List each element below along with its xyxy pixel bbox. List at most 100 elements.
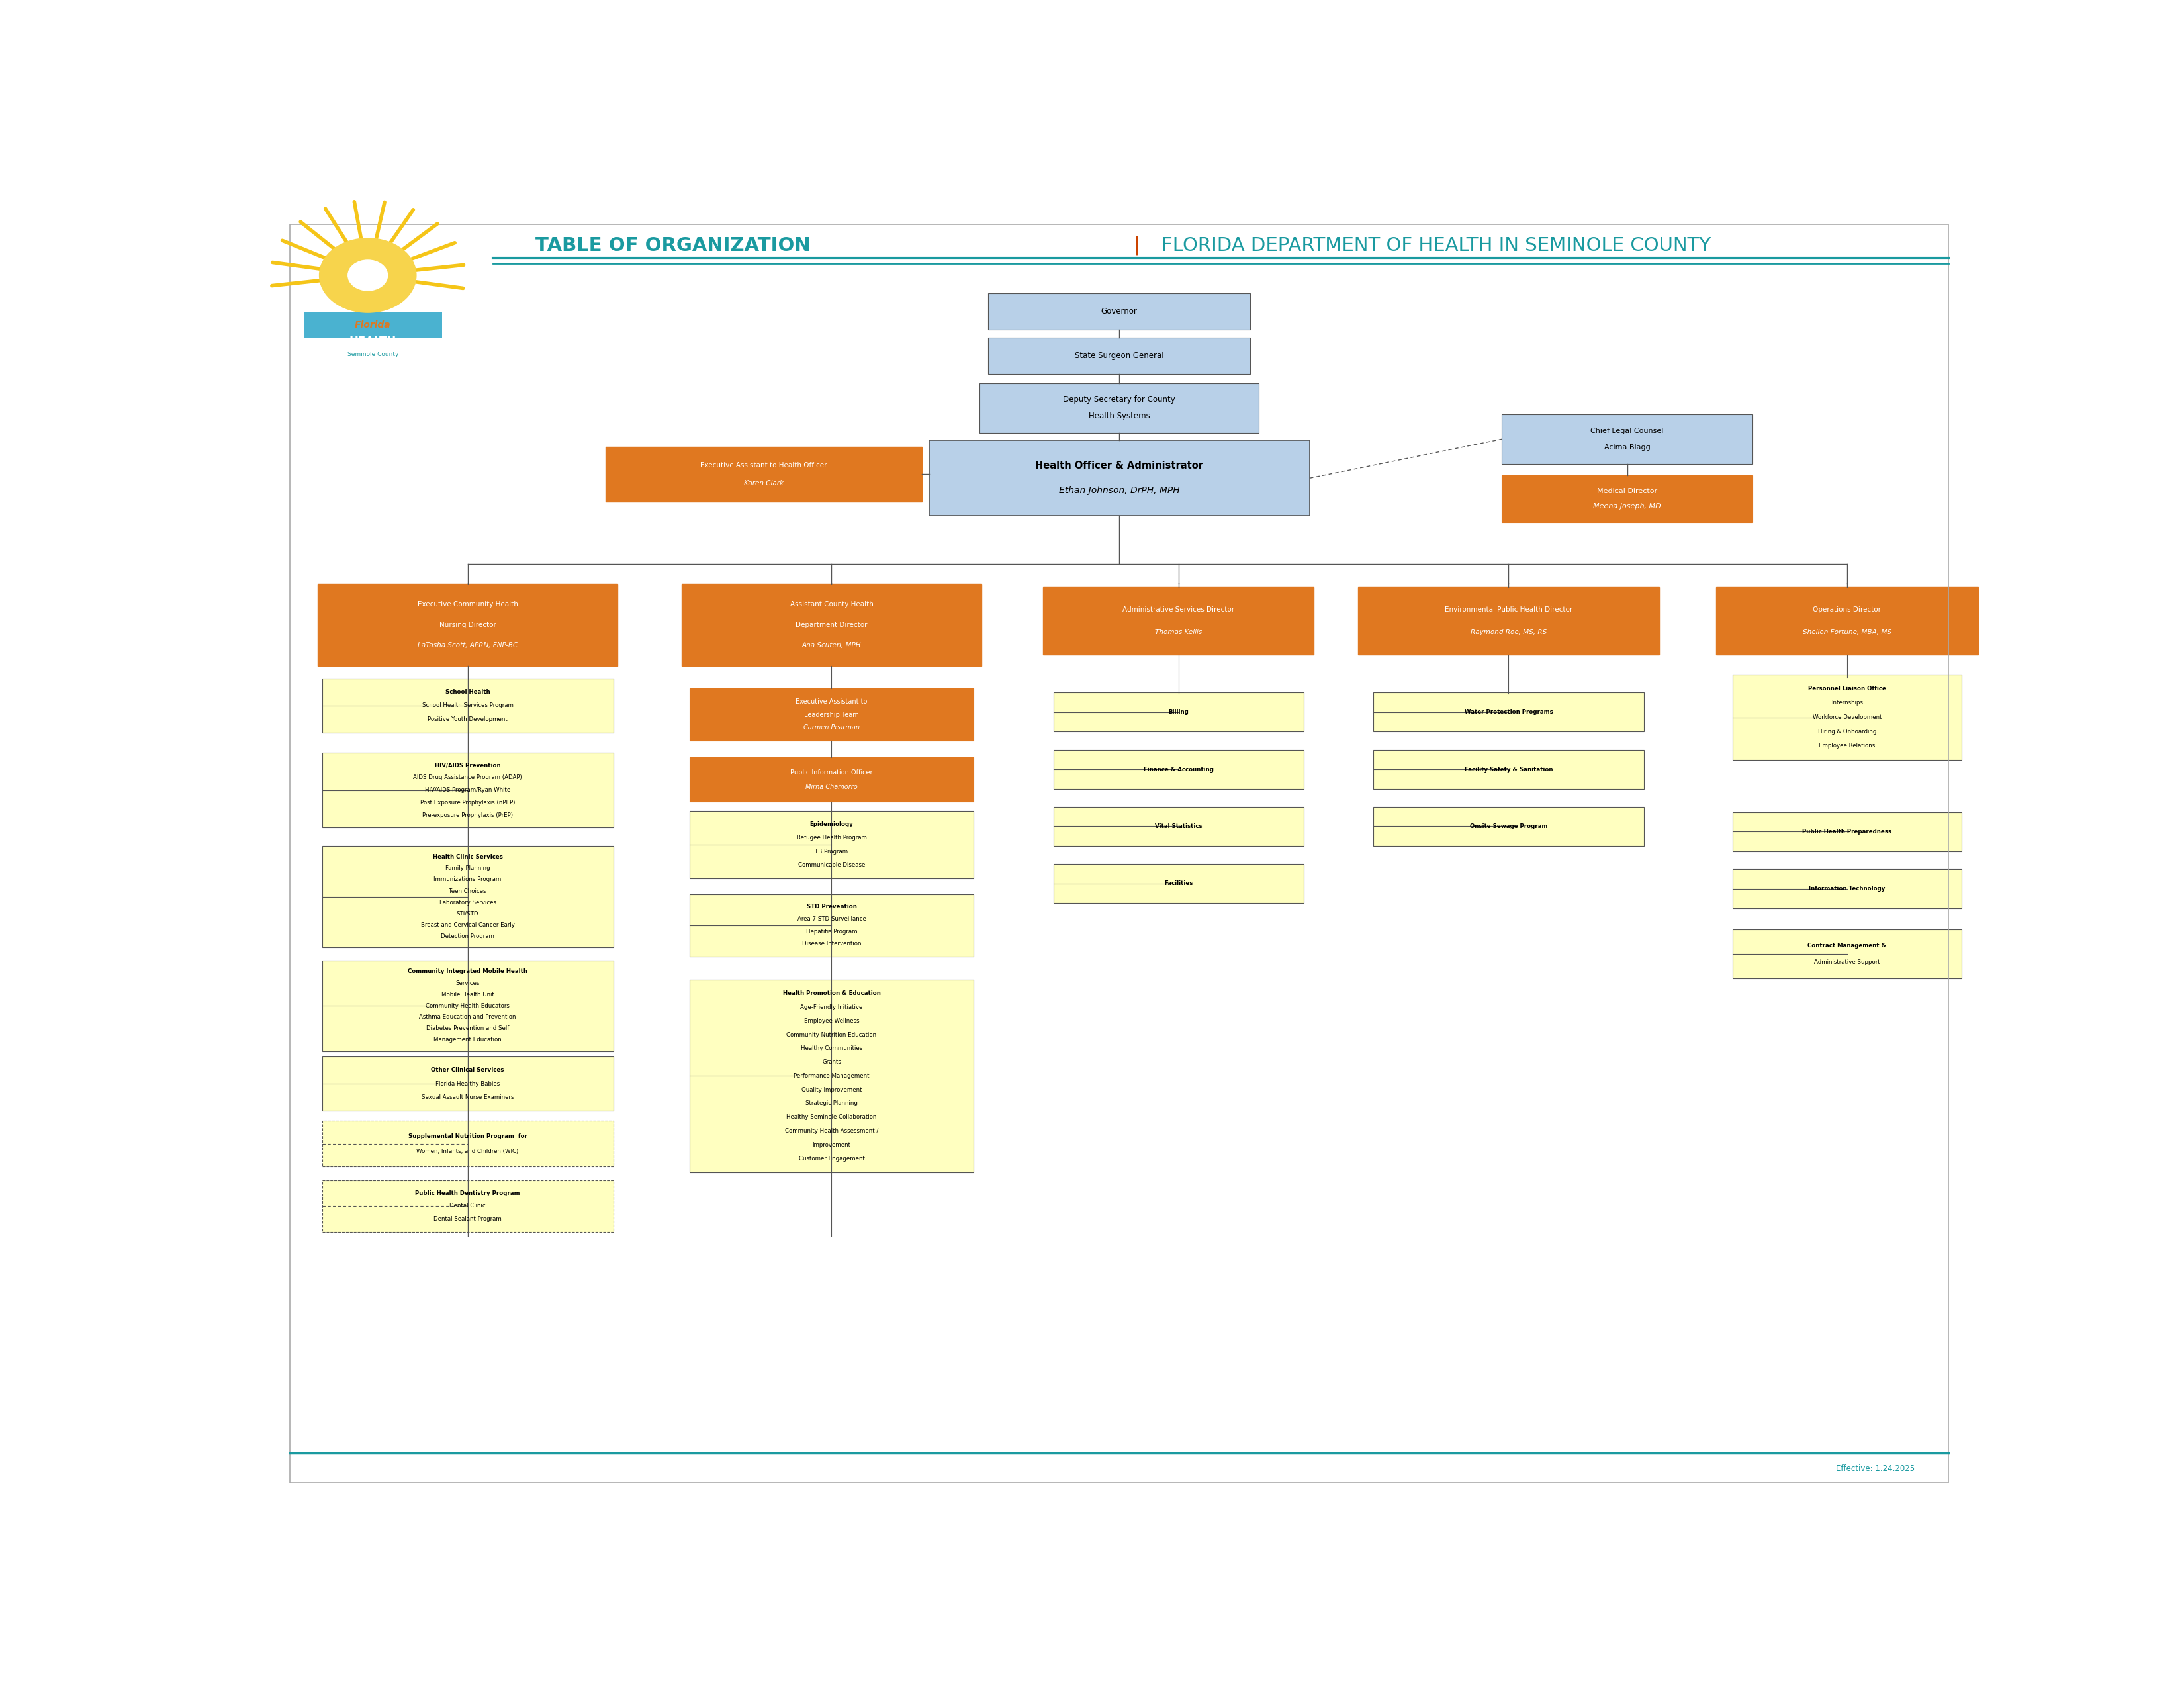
Text: Administrative Support: Administrative Support [1815, 959, 1880, 966]
FancyBboxPatch shape [1732, 812, 1961, 851]
FancyBboxPatch shape [1044, 587, 1315, 655]
Text: Administrative Services Director: Administrative Services Director [1123, 606, 1234, 613]
Text: Karen Clark: Karen Clark [745, 479, 784, 486]
Text: Teen Choices: Teen Choices [450, 888, 487, 895]
Text: Women, Infants, and Children (WIC): Women, Infants, and Children (WIC) [417, 1148, 518, 1155]
Text: Operations Director: Operations Director [1813, 606, 1880, 613]
Text: |: | [1133, 236, 1140, 255]
Text: Disease Intervention: Disease Intervention [802, 940, 860, 947]
Text: Community Integrated Mobile Health: Community Integrated Mobile Health [408, 969, 529, 974]
FancyBboxPatch shape [681, 584, 981, 667]
Text: Mobile Health Unit: Mobile Health Unit [441, 991, 494, 998]
Text: STI/STD: STI/STD [456, 910, 478, 917]
Text: Public Health Dentistry Program: Public Health Dentistry Program [415, 1190, 520, 1197]
Text: AIDS Drug Assistance Program (ADAP): AIDS Drug Assistance Program (ADAP) [413, 775, 522, 780]
FancyBboxPatch shape [321, 1180, 614, 1232]
Text: Sexual Assault Nurse Examiners: Sexual Assault Nurse Examiners [422, 1094, 513, 1101]
Text: Customer Engagement: Customer Engagement [799, 1156, 865, 1161]
Text: Executive Assistant to: Executive Assistant to [795, 699, 867, 706]
Text: Mirna Chamorro: Mirna Chamorro [806, 783, 858, 790]
Text: Services: Services [456, 981, 480, 986]
Text: Health Clinic Services: Health Clinic Services [432, 854, 502, 861]
Text: Water Protection Programs: Water Protection Programs [1463, 709, 1553, 716]
Text: Facility Safety & Sanitation: Facility Safety & Sanitation [1465, 766, 1553, 771]
Text: Employee Relations: Employee Relations [1819, 743, 1876, 749]
Text: Florida: Florida [354, 321, 391, 329]
FancyBboxPatch shape [321, 960, 614, 1052]
Text: Billing: Billing [1168, 709, 1188, 716]
Text: Finance & Accounting: Finance & Accounting [1144, 766, 1214, 771]
FancyBboxPatch shape [1503, 415, 1752, 464]
Text: Vital Statistics: Vital Statistics [1155, 824, 1201, 829]
Text: Area 7 STD Surveillance: Area 7 STD Surveillance [797, 917, 865, 922]
Text: HIV/AIDS Program/Ryan White: HIV/AIDS Program/Ryan White [426, 787, 511, 793]
FancyBboxPatch shape [605, 447, 922, 501]
Text: Carmen Pearman: Carmen Pearman [804, 724, 860, 731]
Text: Workforce Development: Workforce Development [1813, 714, 1883, 721]
Text: Ethan Johnson, DrPH, MPH: Ethan Johnson, DrPH, MPH [1059, 486, 1179, 495]
FancyBboxPatch shape [1358, 587, 1660, 655]
FancyBboxPatch shape [321, 753, 614, 827]
Circle shape [319, 238, 417, 312]
Text: Quality Improvement: Quality Improvement [802, 1087, 863, 1092]
Text: Employee Wellness: Employee Wellness [804, 1018, 858, 1025]
Text: Onsite Sewage Program: Onsite Sewage Program [1470, 824, 1548, 829]
Text: Epidemiology: Epidemiology [810, 822, 854, 827]
Text: Governor: Governor [1101, 307, 1138, 316]
Text: Asthma Education and Prevention: Asthma Education and Prevention [419, 1014, 515, 1020]
Text: Department Director: Department Director [795, 621, 867, 628]
FancyBboxPatch shape [321, 1057, 614, 1111]
Text: Public Information Officer: Public Information Officer [791, 770, 874, 775]
Text: Shelion Fortune, MBA, MS: Shelion Fortune, MBA, MS [1802, 630, 1891, 636]
Text: TABLE OF ORGANIZATION: TABLE OF ORGANIZATION [535, 236, 810, 255]
Text: Strategic Planning: Strategic Planning [806, 1101, 858, 1106]
Text: Leadership Team: Leadership Team [804, 711, 858, 717]
Text: Meena Joseph, MD: Meena Joseph, MD [1592, 503, 1662, 510]
Text: Assistant County Health: Assistant County Health [791, 601, 874, 608]
Text: Healthy Communities: Healthy Communities [802, 1045, 863, 1052]
FancyBboxPatch shape [987, 294, 1251, 329]
Text: TB Program: TB Program [815, 849, 847, 854]
FancyBboxPatch shape [304, 312, 441, 338]
FancyBboxPatch shape [1053, 749, 1304, 788]
Text: FLORIDA DEPARTMENT OF HEALTH IN SEMINOLE COUNTY: FLORIDA DEPARTMENT OF HEALTH IN SEMINOLE… [1162, 236, 1710, 255]
FancyBboxPatch shape [981, 383, 1258, 432]
Text: Seminole County: Seminole County [347, 351, 397, 358]
Text: Florida Healthy Babies: Florida Healthy Babies [435, 1080, 500, 1087]
FancyBboxPatch shape [1053, 807, 1304, 846]
Text: Medical Director: Medical Director [1597, 488, 1658, 495]
FancyBboxPatch shape [987, 338, 1251, 375]
Text: Post Exposure Prophylaxis (nPEP): Post Exposure Prophylaxis (nPEP) [419, 800, 515, 805]
Text: Positive Youth Development: Positive Youth Development [428, 716, 507, 722]
Text: Improvement: Improvement [812, 1141, 852, 1148]
Text: Executive Assistant to Health Officer: Executive Assistant to Health Officer [701, 463, 828, 469]
Text: Health Systems: Health Systems [1088, 412, 1151, 420]
Text: Detection Program: Detection Program [441, 933, 494, 939]
Text: Laboratory Services: Laboratory Services [439, 900, 496, 905]
Text: STD Prevention: STD Prevention [806, 903, 856, 910]
Text: Thomas Kellis: Thomas Kellis [1155, 630, 1201, 636]
Text: Community Nutrition Education: Community Nutrition Education [786, 1031, 876, 1038]
Circle shape [347, 260, 387, 290]
Text: Hiring & Onboarding: Hiring & Onboarding [1817, 729, 1876, 734]
Text: HIV/AIDS Prevention: HIV/AIDS Prevention [435, 761, 500, 768]
FancyBboxPatch shape [1503, 476, 1752, 522]
Text: Internships: Internships [1830, 701, 1863, 706]
FancyBboxPatch shape [321, 1121, 614, 1166]
Text: Refugee Health Program: Refugee Health Program [797, 836, 867, 841]
Text: Contract Management &: Contract Management & [1808, 942, 1887, 949]
Text: HEALTH: HEALTH [349, 336, 397, 348]
Text: Other Clinical Services: Other Clinical Services [430, 1067, 505, 1074]
Text: Grants: Grants [821, 1060, 841, 1065]
FancyBboxPatch shape [690, 979, 974, 1171]
FancyBboxPatch shape [319, 584, 618, 667]
Text: Breast and Cervical Cancer Early: Breast and Cervical Cancer Early [422, 922, 515, 928]
Text: Health Promotion & Education: Health Promotion & Education [782, 991, 880, 996]
Text: Health Officer & Administrator: Health Officer & Administrator [1035, 461, 1203, 471]
Text: Family Planning: Family Planning [446, 866, 489, 871]
FancyBboxPatch shape [690, 895, 974, 957]
FancyBboxPatch shape [1053, 692, 1304, 731]
Text: Raymond Roe, MS, RS: Raymond Roe, MS, RS [1470, 630, 1546, 636]
Text: School Health Services Program: School Health Services Program [422, 702, 513, 709]
FancyBboxPatch shape [321, 846, 614, 947]
